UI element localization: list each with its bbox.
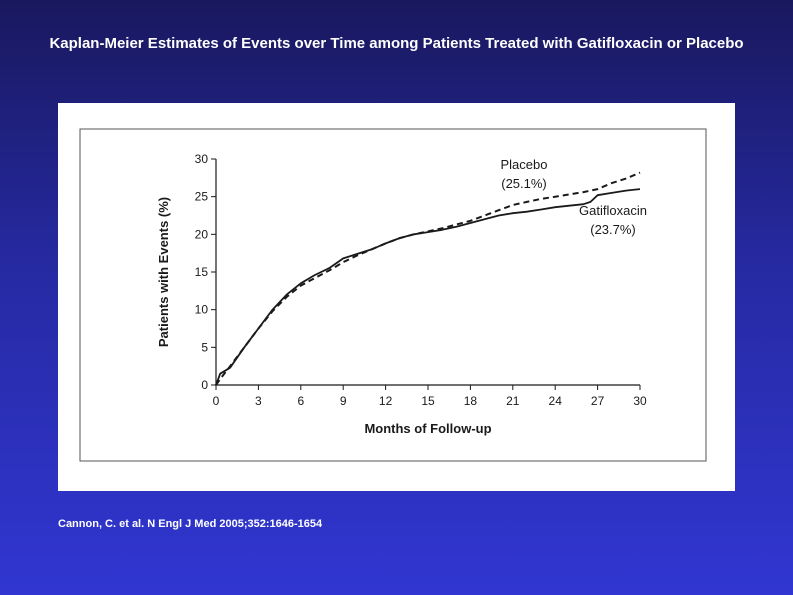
x-tick-label: 24	[549, 394, 563, 408]
y-tick-label: 20	[195, 227, 209, 241]
y-tick-label: 30	[195, 152, 209, 166]
y-tick-label: 10	[195, 303, 209, 317]
figure-panel: 0 3 6 9 12 15 18 21 24 27 30 0 5 10 15 20 25 30 Months of …	[58, 103, 735, 491]
citation: Cannon, C. et al. N Engl J Med 2005;352:…	[58, 518, 323, 530]
x-tick-label: 27	[591, 394, 605, 408]
x-tick-label: 9	[340, 394, 347, 408]
y-tick-label: 5	[201, 340, 208, 354]
x-tick-label: 21	[506, 394, 520, 408]
series-value-gatifloxacin: (23.7%)	[590, 222, 636, 237]
y-tick-label: 25	[195, 190, 209, 204]
x-tick-label: 18	[464, 394, 478, 408]
x-axis-label: Months of Follow-up	[364, 421, 491, 436]
y-tick-label: 15	[195, 265, 209, 279]
x-tick-label: 0	[213, 394, 220, 408]
series-value-placebo: (25.1%)	[501, 176, 547, 191]
x-tick-label: 15	[421, 394, 435, 408]
y-axis-label: Patients with Events (%)	[156, 197, 171, 347]
series-lines	[215, 171, 641, 386]
x-tick-label: 12	[379, 394, 393, 408]
x-tick-label: 6	[297, 394, 304, 408]
axes: 0 3 6 9 12 15 18 21 24 27 30 0 5 10 15 20 25 30 Months of …	[79, 128, 707, 462]
x-tick-label: 30	[633, 394, 647, 408]
slide-title: Kaplan-Meier Estimates of Events over Ti…	[49, 35, 744, 52]
y-tick-label: 0	[201, 378, 208, 392]
plot-frame	[79, 128, 707, 462]
series-line-gatifloxacin	[215, 188, 641, 386]
x-tick-label: 3	[255, 394, 262, 408]
series-labels: Placebo (25.1%) Gatifloxacin (23.7%)	[501, 157, 647, 237]
series-label-placebo: Placebo	[501, 157, 548, 172]
kaplan-meier-chart: 0 3 6 9 12 15 18 21 24 27 30 0 5 10 15 20 25 30 Months of …	[79, 128, 707, 462]
series-label-gatifloxacin: Gatifloxacin	[579, 203, 647, 218]
